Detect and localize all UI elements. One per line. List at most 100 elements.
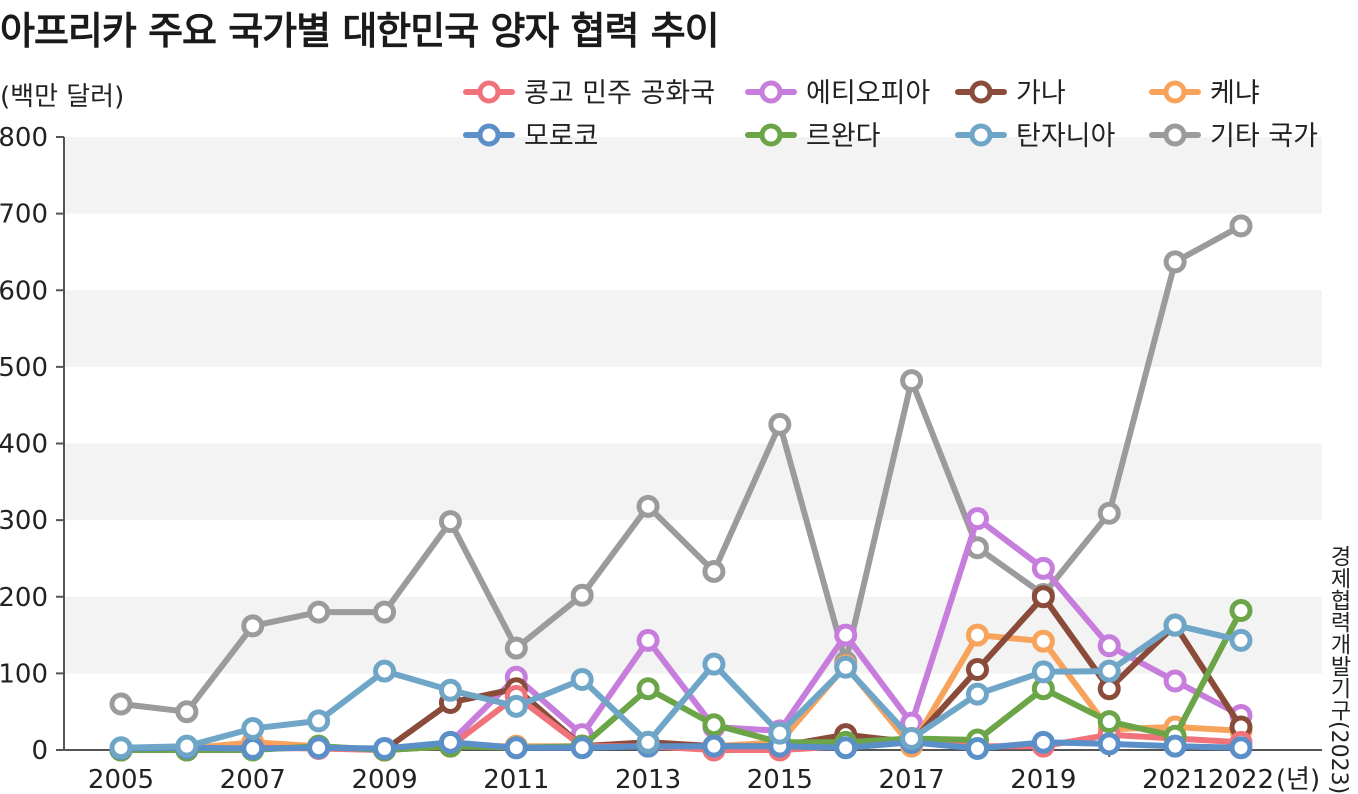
data-point <box>900 369 924 393</box>
data-point <box>1031 730 1055 754</box>
data-point <box>702 734 726 758</box>
data-point <box>175 734 199 758</box>
data-point <box>636 494 660 518</box>
legend-swatch-marker <box>759 123 783 147</box>
data-point <box>702 713 726 737</box>
data-point <box>1097 659 1121 683</box>
chart-title: 아프리카 주요 국가별 대한민국 양자 협력 추이 <box>0 9 720 53</box>
data-point <box>1163 613 1187 637</box>
y-tick-label: 300 <box>0 506 48 536</box>
data-point <box>438 730 462 754</box>
x-tick-label: 2009 <box>351 765 417 794</box>
y-tick-label: 600 <box>0 276 48 306</box>
data-point <box>175 700 199 724</box>
legend-item: 기타 국가 <box>1149 121 1318 152</box>
x-tick-label: 2013 <box>615 765 681 794</box>
data-point <box>768 721 792 745</box>
y-tick-label: 400 <box>0 430 48 460</box>
data-point <box>900 727 924 751</box>
y-tick-label: 200 <box>0 583 48 613</box>
legend-label: 에티오피아 <box>806 78 930 109</box>
data-point <box>965 507 989 531</box>
x-axis-unit-label: (년) <box>1276 765 1320 794</box>
data-point <box>1097 710 1121 734</box>
x-tick-label: 2017 <box>879 765 945 794</box>
data-point <box>702 559 726 583</box>
source-label: 경제협력개발기구(2023) <box>1326 545 1351 794</box>
data-point <box>373 736 397 760</box>
legend-swatch-marker <box>477 80 501 104</box>
legend-label: 모로코 <box>524 121 599 152</box>
legend-label: 르완다 <box>806 121 881 152</box>
legend-swatch-marker <box>1163 80 1187 104</box>
x-tick-label: 2022 <box>1208 765 1274 794</box>
data-point <box>1097 501 1121 525</box>
legend-label: 가나 <box>1016 78 1066 109</box>
y-tick-label: 0 <box>31 736 48 766</box>
data-point <box>1229 599 1253 623</box>
data-point <box>570 583 594 607</box>
data-point <box>504 736 528 760</box>
y-tick-label: 700 <box>0 200 48 230</box>
legend-label: 탄자니아 <box>1016 121 1116 152</box>
legend-item: 에티오피아 <box>745 78 930 109</box>
data-point <box>636 730 660 754</box>
legend-item: 르완다 <box>745 121 881 152</box>
data-point <box>1163 250 1187 274</box>
data-point <box>1097 634 1121 658</box>
legend-label: 콩고 민주 공화국 <box>524 78 715 109</box>
data-point <box>1031 629 1055 653</box>
legend-swatch-marker <box>1163 123 1187 147</box>
data-point <box>965 682 989 706</box>
y-tick-label: 100 <box>0 659 48 689</box>
data-point <box>834 736 858 760</box>
y-tick-label: 800 <box>0 123 48 153</box>
data-point <box>504 636 528 660</box>
data-point <box>241 614 265 638</box>
legend-item: 케냐 <box>1149 78 1260 109</box>
y-tick-label: 500 <box>0 353 48 383</box>
legend-item: 가나 <box>955 78 1066 109</box>
data-point <box>1097 732 1121 756</box>
legend-label: 케냐 <box>1210 78 1260 109</box>
data-point <box>636 677 660 701</box>
data-point <box>109 736 133 760</box>
legend-swatch-marker <box>477 123 501 147</box>
data-point <box>702 652 726 676</box>
data-point <box>241 717 265 741</box>
data-point <box>307 736 331 760</box>
series-탄자니아 <box>109 613 1253 760</box>
x-tick-label: 2019 <box>1010 765 1076 794</box>
data-point <box>834 655 858 679</box>
grid-band <box>64 443 1322 521</box>
data-point <box>241 736 265 760</box>
data-point <box>965 623 989 647</box>
legend-swatch-marker <box>969 123 993 147</box>
data-point <box>570 736 594 760</box>
legend-item: 탄자니아 <box>955 121 1116 152</box>
data-point <box>1031 556 1055 580</box>
data-point <box>307 600 331 624</box>
legend-swatch-marker <box>759 80 783 104</box>
data-point <box>109 692 133 716</box>
data-point <box>965 658 989 682</box>
data-point <box>1163 734 1187 758</box>
legend-swatch-marker <box>969 80 993 104</box>
data-point <box>965 736 989 760</box>
legend-label: 기타 국가 <box>1210 121 1318 152</box>
grid-band <box>64 290 1322 367</box>
data-point <box>1229 214 1253 238</box>
data-point <box>1163 669 1187 693</box>
data-point <box>768 412 792 436</box>
data-point <box>373 600 397 624</box>
data-point <box>636 628 660 652</box>
x-tick-label: 2007 <box>220 765 286 794</box>
x-tick-label: 2011 <box>483 765 549 794</box>
legend-item: 콩고 민주 공화국 <box>463 78 715 109</box>
legend-item: 모로코 <box>463 121 599 152</box>
data-point <box>307 709 331 733</box>
y-axis-unit-label: (백만 달러) <box>0 82 125 112</box>
data-point <box>504 694 528 718</box>
data-point <box>438 510 462 534</box>
